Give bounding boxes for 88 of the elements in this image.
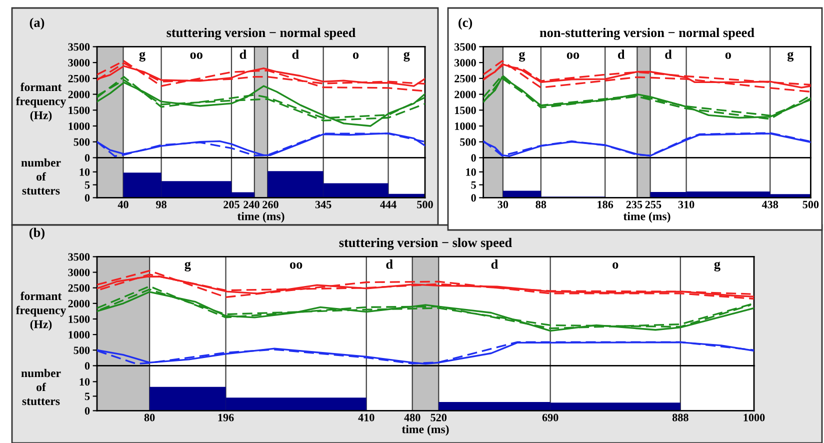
y-tick-label: 0: [84, 194, 90, 202]
text: (b): [30, 228, 44, 240]
y-tick-label: 3000: [68, 268, 90, 276]
y-tick-label: 500: [74, 138, 90, 146]
annotation: g: [787, 52, 794, 62]
x-tick-label: 410: [358, 414, 374, 422]
x-tick-label: 40: [118, 200, 128, 208]
y-tick-label: 3500: [68, 43, 90, 51]
x-tick-label: 80: [144, 414, 155, 422]
x-tick-label: 30: [498, 200, 508, 208]
annotation: d: [665, 50, 672, 59]
x-tick-label: 690: [542, 414, 558, 422]
annotation: g: [714, 262, 720, 272]
annotation: g: [139, 52, 146, 62]
x-tick-label: 888: [672, 414, 688, 422]
y-tick-label: 0: [84, 407, 90, 415]
x-tick-label: 98: [156, 200, 166, 208]
annotation: g: [184, 262, 191, 272]
y-tick-label: 10: [466, 168, 476, 176]
annotation: d: [386, 259, 393, 269]
y-tick-label: 1000: [68, 331, 90, 339]
y-tick-label: 5: [84, 181, 90, 189]
annotation: oo: [190, 52, 202, 59]
y-tick-label: 0: [471, 194, 476, 202]
y-axis-title: formant frequency (Hz): [16, 82, 66, 122]
y-tick-label: 0: [84, 362, 90, 370]
y-tick-label: 3000: [454, 59, 476, 67]
annotation: g: [518, 52, 526, 62]
y-tick-label: 0: [471, 154, 476, 162]
y-tick-label: 2000: [68, 90, 90, 98]
annotation: o: [725, 52, 731, 59]
y-tick-label: 3500: [454, 43, 476, 51]
y-tick-label: 1000: [455, 122, 476, 130]
y-tick-label: 500: [460, 138, 476, 146]
y-tick-label: 0: [84, 154, 90, 162]
annotation: d: [240, 50, 246, 59]
chart-title: stuttering version − slow speed: [339, 238, 512, 250]
x-axis-title: time (ms): [237, 212, 284, 223]
annotation: oo: [566, 52, 580, 59]
annotation: g: [404, 52, 410, 62]
y-tick-label: 2500: [68, 74, 90, 82]
annotation: d: [491, 259, 498, 269]
annotation: d: [292, 50, 299, 59]
y-axis-title: number of stutters: [21, 158, 61, 195]
y-tick-label: 2500: [68, 284, 90, 292]
y-tick-label: 1500: [68, 106, 90, 114]
x-tick-label: 438: [762, 200, 778, 208]
x-axis-title: time (ms): [402, 424, 449, 436]
x-axis-title: time (ms): [623, 212, 670, 223]
text: (a): [30, 18, 44, 30]
y-axis-title: number of stutters: [21, 368, 61, 406]
chart-title: stuttering version − normal speed: [166, 28, 356, 40]
x-tick-label: 1000: [744, 414, 765, 422]
x-tick-label: 260: [262, 200, 278, 208]
y-tick-label: 3500: [68, 253, 90, 261]
x-tick-label: 186: [598, 200, 614, 208]
y-tick-label: 1000: [68, 122, 90, 130]
text: (c): [458, 18, 472, 30]
y-tick-label: 2000: [68, 300, 90, 308]
y-tick-label: 1500: [68, 315, 90, 323]
y-tick-label: 3000: [68, 59, 90, 67]
x-tick-label: 500: [802, 200, 819, 208]
y-tick-label: 10: [80, 168, 90, 176]
annotation: o: [612, 262, 618, 269]
y-tick-label: 10: [80, 378, 90, 386]
x-tick-label: 520: [430, 414, 447, 422]
x-tick-label: 500: [417, 200, 433, 208]
annotation: oo: [290, 262, 302, 269]
x-tick-label: 235: [626, 200, 642, 208]
x-tick-label: 310: [678, 200, 694, 208]
y-axis-title: formant frequency (Hz): [16, 292, 66, 331]
chart-title: non-stuttering version − normal speed: [540, 28, 754, 40]
x-tick-label: 345: [315, 200, 332, 208]
y-tick-label: 500: [74, 346, 90, 354]
annotation: o: [352, 52, 359, 59]
x-tick-label: 196: [218, 414, 234, 422]
x-tick-label: 444: [380, 200, 396, 208]
x-tick-label: 480: [404, 414, 420, 422]
y-tick-label: 2000: [454, 90, 476, 98]
y-tick-label: 2500: [454, 74, 476, 82]
x-tick-label: 205: [224, 200, 240, 208]
annotation: d: [618, 50, 625, 59]
y-tick-label: 5: [471, 181, 476, 189]
x-tick-label: 88: [536, 200, 546, 208]
y-tick-label: 1500: [455, 106, 476, 114]
y-tick-label: 5: [84, 392, 90, 400]
x-tick-label: 240: [244, 200, 260, 208]
x-tick-label: 255: [645, 200, 662, 208]
